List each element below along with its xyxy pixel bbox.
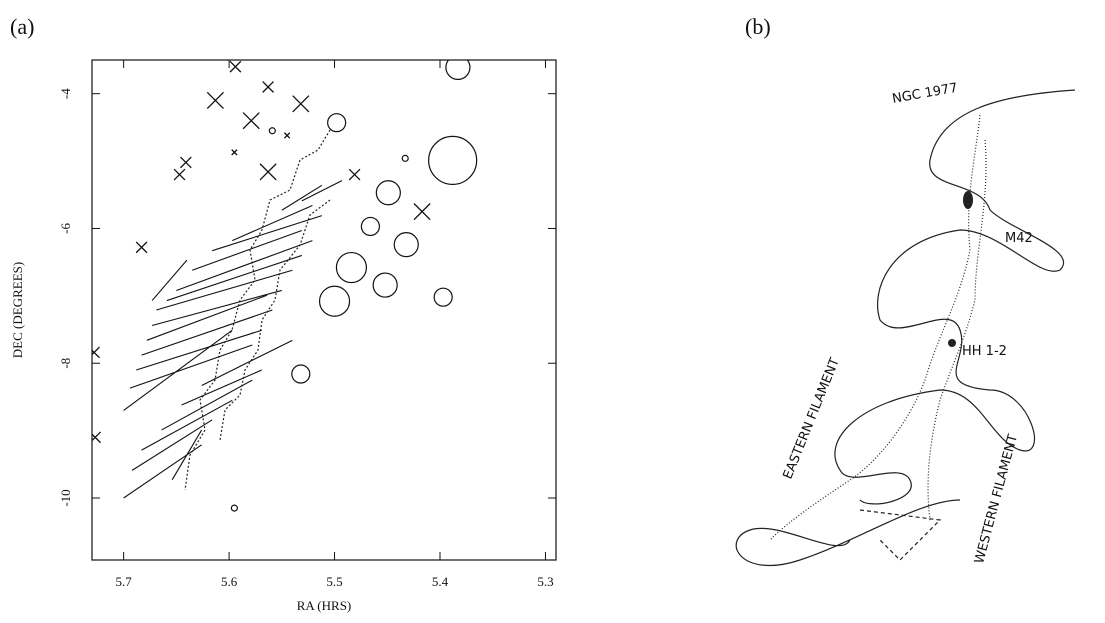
vector <box>136 329 262 371</box>
y-tick-label: -8 <box>58 358 73 369</box>
sketch-label: EASTERN FILAMENT <box>781 356 843 482</box>
vector <box>151 289 282 327</box>
cross-marker <box>173 168 186 181</box>
cross-marker <box>135 241 148 254</box>
vector <box>201 339 293 386</box>
circle-marker <box>393 232 419 258</box>
cross-marker <box>348 168 361 181</box>
vector <box>281 184 323 211</box>
circle-marker <box>401 154 409 162</box>
circle-marker <box>372 272 398 298</box>
cross-marker <box>231 149 238 156</box>
vector <box>156 269 293 311</box>
sketch-label: HH 1-2 <box>962 344 1007 359</box>
cross-marker <box>229 60 242 73</box>
vector <box>146 294 268 341</box>
vector <box>232 205 313 242</box>
vector <box>161 379 253 431</box>
vector <box>141 309 273 356</box>
vector <box>301 180 343 202</box>
cross-marker <box>292 95 310 113</box>
circle-marker <box>318 285 351 317</box>
vector <box>181 369 263 406</box>
cross-marker <box>92 346 100 359</box>
cross-marker <box>259 163 277 181</box>
sketch-label: M42 <box>1005 231 1033 246</box>
sketch-label: WESTERN FILAMENT <box>972 433 1021 566</box>
circle-marker <box>360 216 380 237</box>
x-axis-label: RA (HRS) <box>297 598 352 613</box>
cross-marker <box>242 112 260 130</box>
vector <box>171 429 203 481</box>
contour <box>184 129 331 491</box>
x-tick-label: 5.5 <box>326 574 342 589</box>
vector <box>129 344 253 389</box>
y-axis-label: DEC (DEGREES) <box>10 262 25 358</box>
sketch <box>735 89 1076 567</box>
circle-marker <box>291 364 311 384</box>
circle-marker <box>433 287 453 307</box>
cross-marker <box>206 91 224 109</box>
circle-marker <box>445 60 471 81</box>
circle-marker <box>375 180 401 206</box>
plot-frame <box>91 59 557 561</box>
x-tick-label: 5.4 <box>432 574 449 589</box>
circle-marker <box>335 251 368 284</box>
x-tick-label: 5.6 <box>221 574 238 589</box>
vector <box>212 215 323 252</box>
x-tick-label: 5.7 <box>116 574 133 589</box>
vector <box>131 419 213 471</box>
sketch-label: NGC 1977 <box>891 81 959 107</box>
vector <box>166 254 303 302</box>
y-tick-label: -6 <box>58 223 73 234</box>
cross-marker <box>413 203 431 221</box>
vector <box>176 240 313 291</box>
y-tick-label: -10 <box>58 489 73 506</box>
vector <box>151 259 188 301</box>
cross-marker <box>179 156 192 169</box>
circle-marker <box>428 135 478 186</box>
plot-area <box>92 60 478 512</box>
vector <box>141 399 233 451</box>
circle-marker <box>268 127 276 135</box>
vector <box>123 444 202 499</box>
vector <box>191 229 303 271</box>
y-tick-label: -4 <box>58 88 73 99</box>
circle-marker <box>327 113 347 133</box>
circle-marker <box>230 504 238 512</box>
cross-marker <box>92 431 102 444</box>
cross-marker <box>262 81 274 93</box>
nebula-knot <box>948 339 956 347</box>
cross-marker <box>283 132 291 139</box>
panel-label: (b) <box>745 14 771 39</box>
vector <box>123 329 233 411</box>
nebula-core <box>963 191 973 209</box>
x-tick-label: 5.3 <box>537 574 553 589</box>
panel-label: (a) <box>10 14 34 39</box>
